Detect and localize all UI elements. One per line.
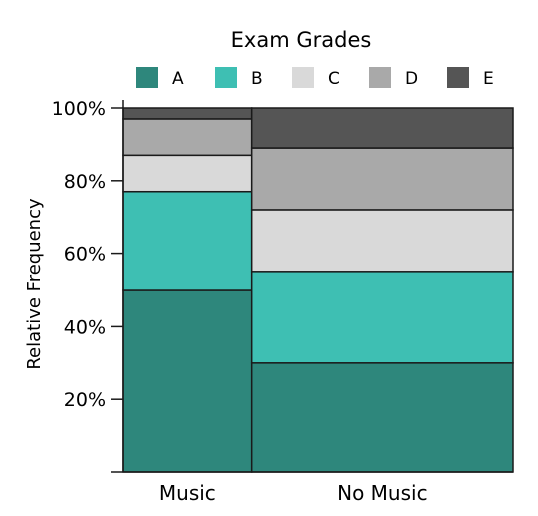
mosaic-cell-no-music-b bbox=[250, 271, 514, 364]
category-label-music: Music bbox=[159, 481, 216, 505]
legend-swatch-b bbox=[215, 67, 237, 88]
mosaic-cell-music-a bbox=[122, 289, 253, 473]
mosaic-cell-music-d bbox=[122, 118, 253, 157]
y-axis-title: Relative Frequency bbox=[24, 198, 45, 370]
y-tick-label-100: 100% bbox=[52, 98, 106, 120]
legend-label-e: E bbox=[483, 69, 494, 89]
legend-label-c: C bbox=[328, 69, 340, 89]
mosaic-cell-no-music-d bbox=[250, 147, 514, 211]
mosaic-cell-no-music-a bbox=[250, 362, 514, 473]
mosaic-cell-music-c bbox=[122, 154, 253, 193]
y-tick-label-60: 60% bbox=[64, 244, 106, 266]
y-tick-label-20: 20% bbox=[64, 389, 106, 411]
legend-swatch-d bbox=[369, 67, 391, 88]
mosaic-cell-no-music-c bbox=[250, 209, 514, 273]
legend-swatch-a bbox=[136, 67, 158, 88]
legend-label-a: A bbox=[172, 69, 184, 89]
legend-swatch-e bbox=[447, 67, 469, 88]
legend: A B C D E bbox=[136, 67, 494, 89]
mosaic-cell-music-e bbox=[122, 107, 253, 120]
legend-swatch-c bbox=[292, 67, 314, 88]
legend-label-b: B bbox=[251, 69, 263, 89]
y-tick-label-80: 80% bbox=[64, 171, 106, 193]
axes: 20% 40% 60% 80% 100% bbox=[52, 98, 513, 473]
category-label-no-music: No Music bbox=[337, 481, 427, 505]
mosaic-cell-music-b bbox=[122, 190, 253, 291]
legend-label-d: D bbox=[405, 69, 418, 89]
y-tick-label-40: 40% bbox=[64, 316, 106, 338]
legend-title: Exam Grades bbox=[231, 28, 372, 52]
plot-area: Music No Music bbox=[122, 107, 514, 505]
mosaic-cell-no-music-e bbox=[250, 107, 514, 149]
